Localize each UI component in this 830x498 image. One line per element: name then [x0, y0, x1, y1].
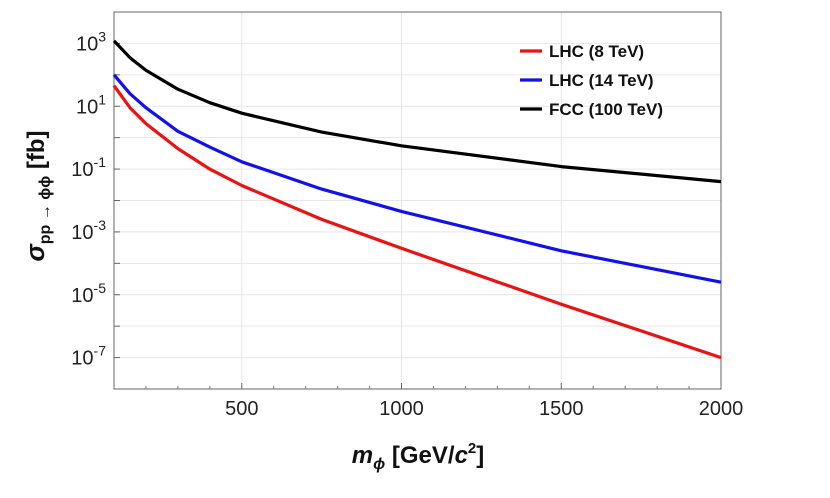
y-tick-label: 10-7	[71, 343, 106, 370]
y-axis-title: σpp → ϕϕ [fb]	[20, 131, 54, 262]
y-tick-label: 101	[76, 91, 106, 118]
x-axis-title: mϕ [GeV/c2]	[352, 440, 485, 473]
series-line-0	[112, 84, 722, 360]
y-tick-label: 10-3	[71, 217, 106, 244]
series-lines	[112, 39, 722, 360]
y-tick-label: 10-5	[71, 280, 106, 307]
x-tick-label: 500	[225, 398, 258, 420]
legend-label: LHC (8 TeV)	[549, 42, 644, 61]
y-tick-label: 10-1	[71, 154, 106, 181]
legend-label: FCC (100 TeV)	[549, 100, 663, 119]
legend-label: LHC (14 TeV)	[549, 71, 654, 90]
x-tick-label: 2000	[699, 398, 744, 420]
series-line-1	[112, 73, 722, 284]
grid	[114, 11, 722, 390]
legend: LHC (8 TeV) LHC (14 TeV) FCC (100 TeV)	[520, 42, 663, 119]
x-tick-label: 1000	[379, 398, 424, 420]
y-tick-label: 103	[76, 28, 106, 55]
series-line-2	[112, 39, 722, 184]
axis-ticks: 500 1000 1500 2000 103 101 10-1 10-3 10-5 10-7	[71, 11, 744, 420]
x-tick-label: 1500	[539, 398, 584, 420]
